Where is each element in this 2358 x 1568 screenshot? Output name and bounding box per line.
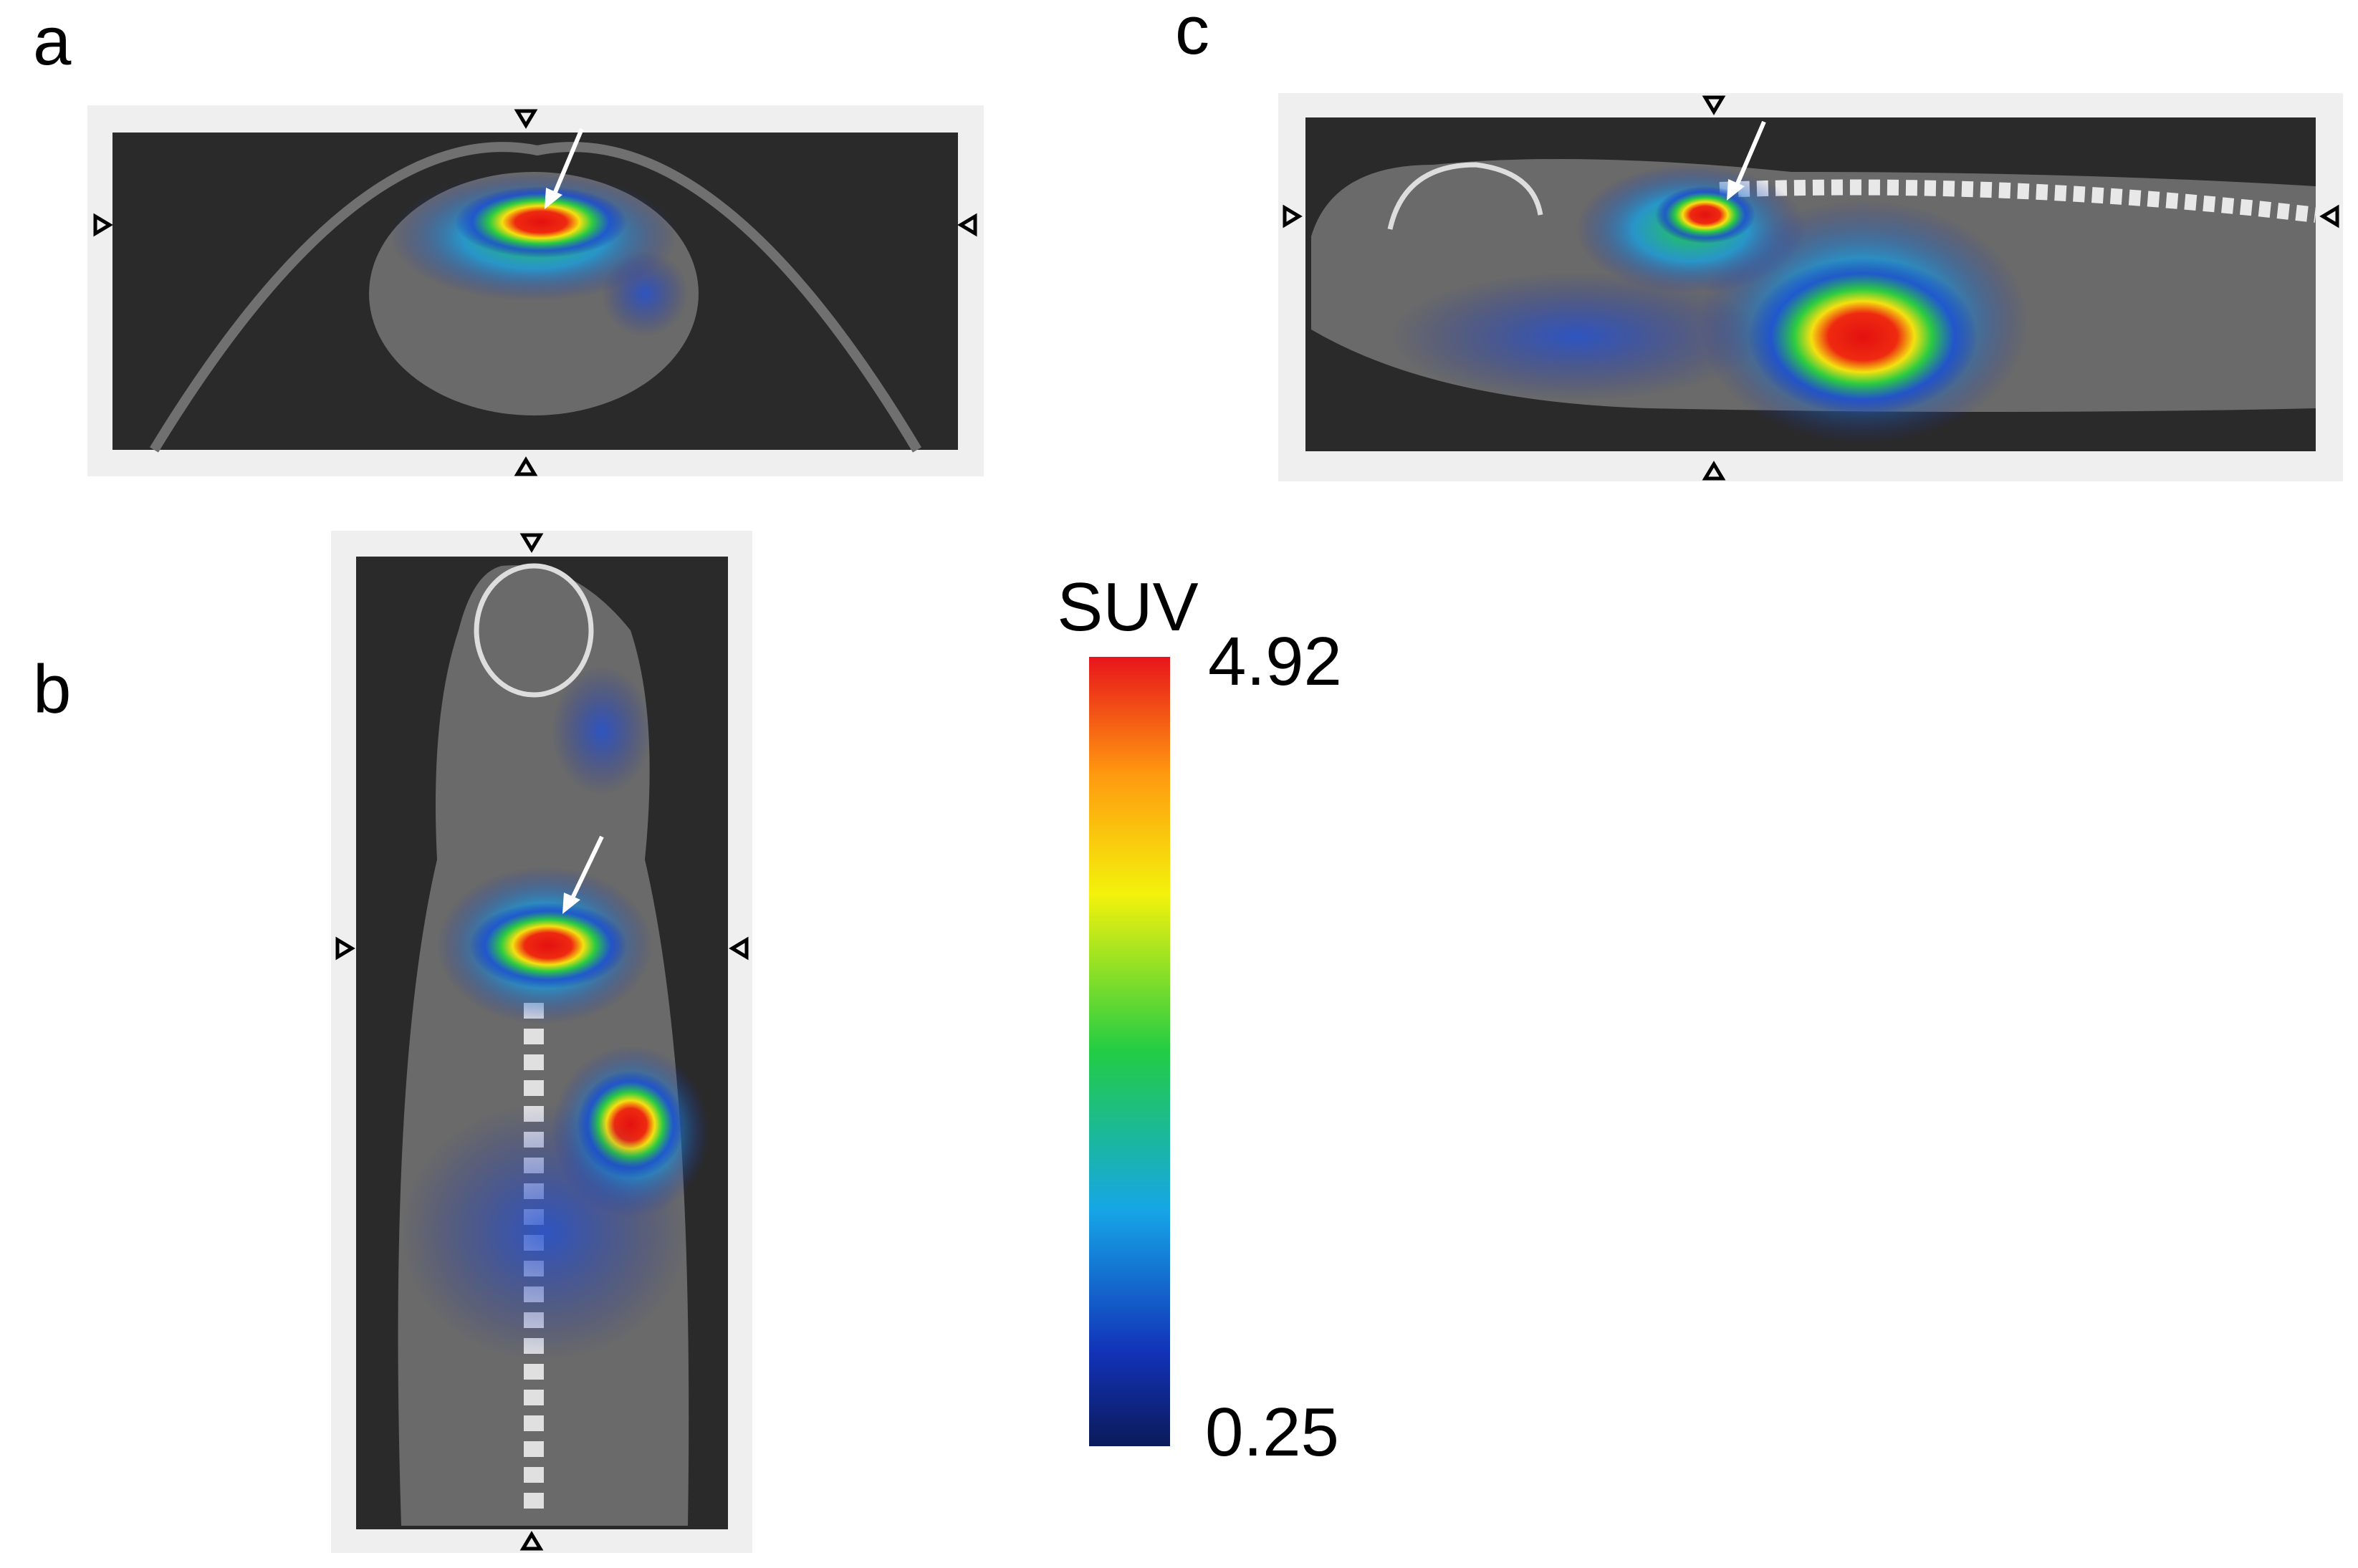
panel-label: b bbox=[33, 651, 71, 728]
colorbar-max: 4.92 bbox=[1208, 623, 1342, 700]
panel-label: c bbox=[1175, 0, 1209, 69]
panel-label: a bbox=[33, 3, 72, 80]
panel-c bbox=[1278, 93, 2343, 481]
colorbar: SUV 4.92 0.25 bbox=[1057, 569, 1342, 1471]
colorbar-title: SUV bbox=[1057, 569, 1198, 645]
colorbar-min: 0.25 bbox=[1205, 1394, 1339, 1471]
colorbar-gradient bbox=[1089, 657, 1170, 1446]
panel-a bbox=[87, 105, 984, 476]
panel-b bbox=[331, 531, 752, 1553]
